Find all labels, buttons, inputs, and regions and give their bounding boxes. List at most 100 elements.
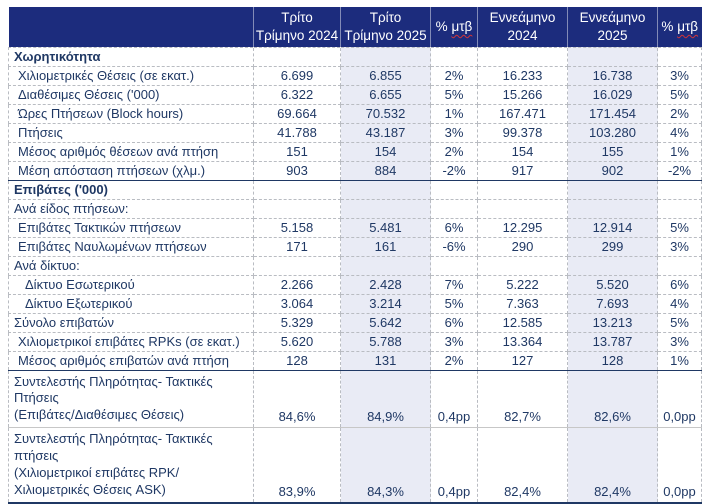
cell-q3_2025: 884 <box>340 160 431 181</box>
cell-chg_nm: 3% <box>657 65 702 86</box>
cell-q3_2024: 5.158 <box>253 217 341 238</box>
cell-q3_2024 <box>253 198 341 219</box>
cell-chg_nm <box>657 198 702 219</box>
column-header-metric <box>8 7 254 47</box>
cell-nm_2024: 127 <box>477 350 568 371</box>
cell-nm_2025: 13.213 <box>567 312 658 333</box>
cell-q3_2025: 5.481 <box>340 217 431 238</box>
table-row: Δίκτυο Εξωτερικού 3.064 3.214 5% 7.363 7.693 4… <box>8 293 702 314</box>
table-row: Σύνολο επιβατών 5.329 5.642 6% 12.585 13.213 5… <box>8 312 702 333</box>
row-label: Δίκτυο Εξωτερικού <box>8 293 254 314</box>
row-label: Σύνολο επιβατών <box>8 312 254 333</box>
cell-nm_2025 <box>567 198 658 219</box>
cell-chg_q3: 1% <box>430 103 478 124</box>
table-row: Επιβάτες Τακτικών πτήσεων 5.158 5.481 6% 12.… <box>8 217 702 238</box>
header-row: Τρίτο Τρίμηνο 2024 Τρίτο Τρίμηνο 2025% μτ… <box>8 7 702 47</box>
cell-q3_2025: 3.214 <box>340 293 431 314</box>
cell-nm_2024: 15.266 <box>477 84 568 105</box>
cell-chg_q3 <box>430 255 478 276</box>
traffic-statistics-table-container: Τρίτο Τρίμηνο 2024 Τρίτο Τρίμηνο 2025% μτ… <box>8 7 702 504</box>
table-row: Ώρες Πτήσεων (Block hours) 69.664 70.532 1%… <box>8 103 702 124</box>
cell-nm_2024: 290 <box>477 236 568 257</box>
row-label: Διαθέσιμες Θέσεις ('000) <box>8 84 254 105</box>
cell-nm_2025: 12.914 <box>567 217 658 238</box>
cell-q3_2024: 3.064 <box>253 293 341 314</box>
cell-q3_2025 <box>340 179 431 200</box>
cell-q3_2024 <box>253 255 341 276</box>
cell-q3_2024: 128 <box>253 350 341 371</box>
row-label: Χιλιομετρικές Θέσεις (σε εκατ.) <box>8 65 254 86</box>
cell-nm_2025: 5.520 <box>567 274 658 295</box>
cell-chg_q3: 3% <box>430 122 478 143</box>
cell-nm_2024 <box>477 255 568 276</box>
cell-nm_2024: 154 <box>477 141 568 162</box>
cell-chg_q3: 6% <box>430 312 478 333</box>
table-row: Χιλιομετρικοί επιβάτες RPKs (σε εκατ.) 5.… <box>8 331 702 352</box>
cell-chg_q3: 2% <box>430 141 478 162</box>
cell-q3_2024: 903 <box>253 160 341 181</box>
cell-nm_2025: 7.693 <box>567 293 658 314</box>
table-row: Μέση απόσταση πτήσεων (χλμ.) 903 884 -2% 917… <box>8 160 702 181</box>
cell-q3_2025: 2.428 <box>340 274 431 295</box>
cell-nm_2025: 16.029 <box>567 84 658 105</box>
table-row: Επιβάτες Ναυλωμένων πτήσεων 171 161 -6% 290 2… <box>8 236 702 257</box>
column-header-q3_2024: Τρίτο Τρίμηνο 2024 <box>253 7 341 47</box>
row-label: Δίκτυο Εσωτερικού <box>8 274 254 295</box>
row-label: Συντελεστής Πληρότητας- Τακτικές Πτήσεις… <box>8 369 254 429</box>
cell-chg_q3: 6% <box>430 217 478 238</box>
cell-chg_q3: -2% <box>430 160 478 181</box>
column-header-q3_2025: Τρίτο Τρίμηνο 2025 <box>340 7 431 47</box>
table-row: Διαθέσιμες Θέσεις ('000) 6.322 6.655 5% 15.2… <box>8 84 702 105</box>
row-label: Ανά δίκτυο: <box>8 255 254 276</box>
cell-q3_2025: 43.187 <box>340 122 431 143</box>
row-label: Χιλιομετρικοί επιβάτες RPKs (σε εκατ.) <box>8 331 254 352</box>
row-label: Μέσος αριθμός επιβατών ανά πτήση <box>8 350 254 371</box>
pct-change-prefix: % <box>661 18 678 34</box>
cell-nm_2025 <box>567 179 658 200</box>
cell-q3_2024: 83,9% <box>253 427 341 504</box>
cell-q3_2025 <box>340 255 431 276</box>
row-label: Ανά είδος πτήσεων: <box>8 198 254 219</box>
table-body: Χωρητικότητα Χιλιομετρικές Θέσεις (σε εκα… <box>8 46 702 504</box>
spellcheck-underlined-word: μτβ <box>677 18 699 34</box>
cell-q3_2024: 151 <box>253 141 341 162</box>
cell-chg_nm <box>657 255 702 276</box>
cell-nm_2024: 82,7% <box>477 369 568 429</box>
cell-chg_q3: 2% <box>430 65 478 86</box>
cell-chg_nm: 1% <box>657 141 702 162</box>
row-label: Μέσος αριθμός θέσεων ανά πτήση <box>8 141 254 162</box>
cell-chg_nm: 5% <box>657 217 702 238</box>
cell-chg_nm: 6% <box>657 274 702 295</box>
column-header-chg_q3: % μτβ <box>430 7 478 47</box>
cell-nm_2024: 82,4% <box>477 427 568 504</box>
cell-nm_2024: 7.363 <box>477 293 568 314</box>
cell-q3_2024: 84,6% <box>253 369 341 429</box>
cell-chg_nm: 5% <box>657 312 702 333</box>
cell-chg_q3 <box>430 179 478 200</box>
cell-chg_q3: 0,4pp <box>430 369 478 429</box>
column-header-nm_2024: Εννεάμηνο 2024 <box>477 7 568 47</box>
cell-q3_2024 <box>253 46 341 67</box>
cell-nm_2025 <box>567 46 658 67</box>
pct-change-prefix: % <box>435 18 452 34</box>
cell-q3_2024: 6.699 <box>253 65 341 86</box>
cell-q3_2025: 6.855 <box>340 65 431 86</box>
table-header: Τρίτο Τρίμηνο 2024 Τρίτο Τρίμηνο 2025% μτ… <box>8 7 702 47</box>
cell-q3_2025 <box>340 46 431 67</box>
cell-nm_2025 <box>567 255 658 276</box>
cell-chg_nm: 4% <box>657 122 702 143</box>
cell-q3_2025: 5.642 <box>340 312 431 333</box>
cell-chg_nm: 1% <box>657 350 702 371</box>
cell-nm_2024: 16.233 <box>477 65 568 86</box>
table-row: Μέσος αριθμός θέσεων ανά πτήση 151 154 2% 15… <box>8 141 702 162</box>
cell-q3_2024: 2.266 <box>253 274 341 295</box>
cell-chg_nm: 0,0pp <box>657 369 702 429</box>
cell-q3_2025: 154 <box>340 141 431 162</box>
cell-q3_2025: 161 <box>340 236 431 257</box>
cell-chg_q3: 3% <box>430 331 478 352</box>
cell-chg_nm: 0,0pp <box>657 427 702 504</box>
row-label: Μέση απόσταση πτήσεων (χλμ.) <box>8 160 254 181</box>
cell-chg_q3: 5% <box>430 84 478 105</box>
cell-chg_nm <box>657 46 702 67</box>
cell-chg_q3: 5% <box>430 293 478 314</box>
